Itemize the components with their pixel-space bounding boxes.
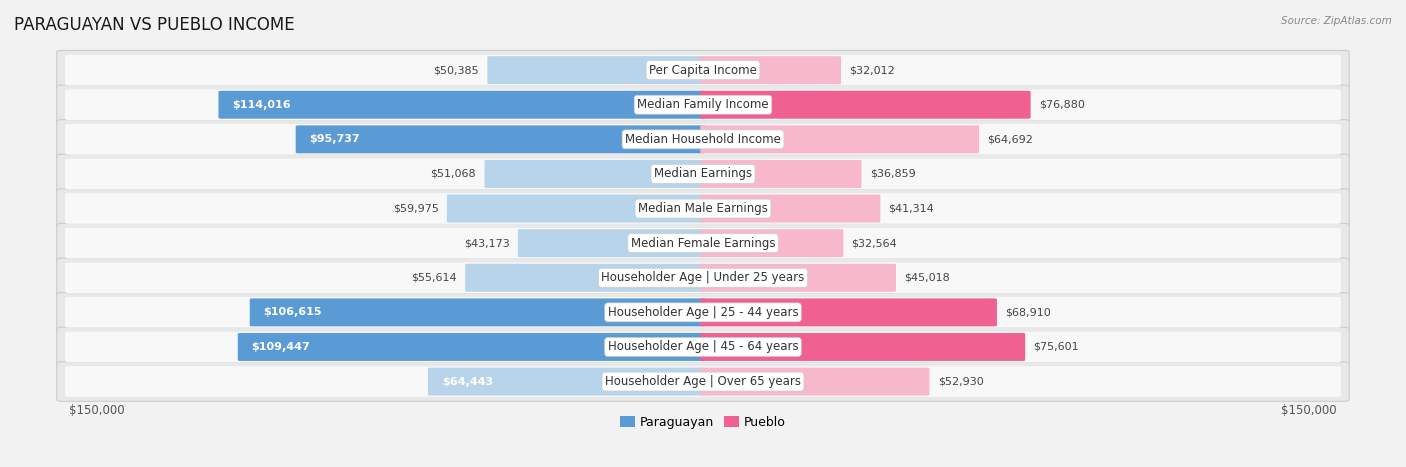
Text: $50,385: $50,385 [433, 65, 479, 75]
Text: $109,447: $109,447 [252, 342, 311, 352]
FancyBboxPatch shape [447, 195, 706, 222]
FancyBboxPatch shape [238, 333, 706, 361]
FancyBboxPatch shape [65, 89, 1341, 120]
FancyBboxPatch shape [700, 125, 979, 153]
FancyBboxPatch shape [65, 366, 1341, 397]
FancyBboxPatch shape [56, 293, 1350, 332]
FancyBboxPatch shape [65, 262, 1341, 293]
FancyBboxPatch shape [65, 297, 1341, 328]
FancyBboxPatch shape [517, 229, 706, 257]
Text: $32,012: $32,012 [849, 65, 896, 75]
Text: Householder Age | Over 65 years: Householder Age | Over 65 years [605, 375, 801, 388]
FancyBboxPatch shape [56, 85, 1350, 125]
Text: $64,692: $64,692 [987, 134, 1033, 144]
FancyBboxPatch shape [700, 368, 929, 396]
Text: Median Earnings: Median Earnings [654, 168, 752, 180]
Text: Source: ZipAtlas.com: Source: ZipAtlas.com [1281, 16, 1392, 26]
Text: Median Household Income: Median Household Income [626, 133, 780, 146]
Text: $95,737: $95,737 [309, 134, 360, 144]
Text: Householder Age | 45 - 64 years: Householder Age | 45 - 64 years [607, 340, 799, 354]
Text: $106,615: $106,615 [263, 307, 322, 318]
FancyBboxPatch shape [56, 223, 1350, 263]
FancyBboxPatch shape [56, 189, 1350, 228]
FancyBboxPatch shape [218, 91, 706, 119]
Text: $52,930: $52,930 [938, 376, 983, 387]
Text: $51,068: $51,068 [430, 169, 477, 179]
FancyBboxPatch shape [700, 160, 862, 188]
Text: $150,000: $150,000 [1281, 404, 1337, 417]
FancyBboxPatch shape [700, 229, 844, 257]
Text: $41,314: $41,314 [889, 204, 935, 213]
FancyBboxPatch shape [65, 159, 1341, 189]
FancyBboxPatch shape [700, 56, 841, 84]
Text: $114,016: $114,016 [232, 100, 291, 110]
Text: Per Capita Income: Per Capita Income [650, 64, 756, 77]
Text: $76,880: $76,880 [1039, 100, 1085, 110]
FancyBboxPatch shape [700, 91, 1031, 119]
FancyBboxPatch shape [65, 193, 1341, 224]
FancyBboxPatch shape [56, 327, 1350, 367]
Text: $43,173: $43,173 [464, 238, 509, 248]
FancyBboxPatch shape [250, 298, 706, 326]
FancyBboxPatch shape [65, 55, 1341, 85]
FancyBboxPatch shape [485, 160, 706, 188]
FancyBboxPatch shape [65, 124, 1341, 155]
FancyBboxPatch shape [488, 56, 706, 84]
FancyBboxPatch shape [65, 332, 1341, 362]
Text: Median Male Earnings: Median Male Earnings [638, 202, 768, 215]
FancyBboxPatch shape [56, 50, 1350, 90]
FancyBboxPatch shape [65, 228, 1341, 258]
Text: $68,910: $68,910 [1005, 307, 1050, 318]
FancyBboxPatch shape [700, 264, 896, 292]
FancyBboxPatch shape [56, 120, 1350, 159]
Text: $36,859: $36,859 [870, 169, 915, 179]
Text: Householder Age | 25 - 44 years: Householder Age | 25 - 44 years [607, 306, 799, 319]
FancyBboxPatch shape [700, 333, 1025, 361]
FancyBboxPatch shape [700, 298, 997, 326]
FancyBboxPatch shape [700, 195, 880, 222]
FancyBboxPatch shape [295, 125, 706, 153]
FancyBboxPatch shape [427, 368, 706, 396]
Text: $150,000: $150,000 [69, 404, 125, 417]
FancyBboxPatch shape [56, 362, 1350, 401]
Text: $75,601: $75,601 [1033, 342, 1078, 352]
FancyBboxPatch shape [56, 258, 1350, 297]
Text: $64,443: $64,443 [441, 376, 494, 387]
Text: $59,975: $59,975 [392, 204, 439, 213]
FancyBboxPatch shape [465, 264, 706, 292]
Text: $32,564: $32,564 [852, 238, 897, 248]
Text: $45,018: $45,018 [904, 273, 950, 283]
FancyBboxPatch shape [56, 154, 1350, 194]
Text: PARAGUAYAN VS PUEBLO INCOME: PARAGUAYAN VS PUEBLO INCOME [14, 16, 295, 34]
Text: Median Female Earnings: Median Female Earnings [631, 237, 775, 250]
Legend: Paraguayan, Pueblo: Paraguayan, Pueblo [614, 410, 792, 434]
Text: Householder Age | Under 25 years: Householder Age | Under 25 years [602, 271, 804, 284]
Text: $55,614: $55,614 [412, 273, 457, 283]
Text: Median Family Income: Median Family Income [637, 98, 769, 111]
